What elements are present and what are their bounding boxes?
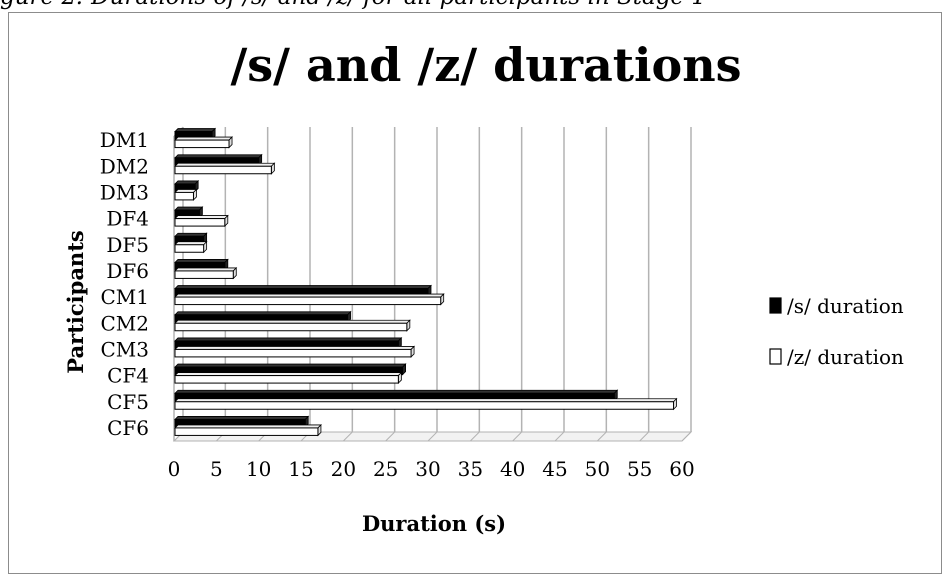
figure-caption: gure 2: Durations of /s/ and /z/ for all… bbox=[0, 0, 952, 14]
chart-area: /s/ and /z/ durations Duration (s) Parti… bbox=[8, 12, 942, 574]
x-tick-label: 20 bbox=[331, 457, 356, 481]
y-tick-label: DF5 bbox=[106, 233, 149, 257]
x-tick-label: 45 bbox=[542, 457, 567, 481]
gridline-depth bbox=[427, 431, 438, 442]
x-tick-label: 0 bbox=[168, 457, 181, 481]
legend: /s/ duration/z/ duration bbox=[769, 294, 904, 369]
gridline-depth bbox=[681, 431, 692, 442]
legend-swatch-z bbox=[769, 348, 782, 365]
gridline-depth bbox=[554, 431, 565, 442]
legend-label-z: /z/ duration bbox=[787, 345, 904, 369]
bar-z-duration bbox=[174, 371, 403, 385]
bar-front-face bbox=[174, 270, 234, 279]
bar-front-face bbox=[174, 401, 675, 410]
bar-front-face bbox=[174, 427, 319, 436]
bar-s-duration bbox=[174, 389, 619, 402]
y-tick-label: DM3 bbox=[100, 180, 149, 204]
y-tick-label: CM1 bbox=[100, 285, 149, 309]
x-tick-label: 10 bbox=[246, 457, 271, 481]
bar-front-face bbox=[174, 348, 412, 358]
legend-swatch-s bbox=[769, 297, 782, 314]
x-tick-label: 5 bbox=[210, 457, 223, 481]
bar-z-duration bbox=[174, 162, 276, 175]
chart-title: /s/ and /z/ durations bbox=[230, 38, 741, 92]
bar-s-duration bbox=[174, 336, 403, 350]
gridline-depth bbox=[342, 431, 353, 442]
bar-s-duration bbox=[174, 415, 310, 428]
gridline-depth bbox=[385, 431, 396, 442]
y-tick-label: CF6 bbox=[107, 416, 149, 440]
gridline-depth bbox=[596, 431, 607, 442]
bar-s-duration bbox=[174, 310, 352, 324]
x-tick-label: 60 bbox=[669, 457, 694, 481]
y-tick-label: CF5 bbox=[107, 390, 149, 414]
bar-z-duration bbox=[174, 266, 238, 280]
y-axis-title: Participants bbox=[63, 230, 88, 373]
x-tick-label: 50 bbox=[585, 457, 610, 481]
x-tick-label: 30 bbox=[415, 457, 440, 481]
bar-z-duration bbox=[174, 345, 416, 358]
x-tick-label: 55 bbox=[627, 457, 652, 481]
x-tick-label: 15 bbox=[288, 457, 313, 481]
gridline-depth bbox=[639, 431, 650, 442]
bar-front-face bbox=[174, 191, 194, 201]
bar-chart: /s/ and /z/ durations Duration (s) Parti… bbox=[63, 38, 904, 536]
bar-s-duration bbox=[174, 153, 263, 167]
x-tick-labels: 0 5 10 15 20 25 30 35 40 45 50 55 60 bbox=[168, 457, 695, 481]
bar-front-face bbox=[174, 165, 272, 175]
bar-z-duration bbox=[174, 188, 198, 201]
bar-front-face bbox=[174, 139, 230, 149]
x-tick-label: 40 bbox=[500, 457, 525, 481]
bar-z-duration bbox=[174, 214, 229, 228]
bar-z-duration bbox=[174, 423, 322, 437]
bar-z-duration bbox=[174, 319, 411, 332]
bar-s-duration bbox=[174, 258, 229, 271]
legend-label-s: /s/ duration bbox=[787, 294, 904, 318]
bar-z-duration bbox=[174, 397, 678, 411]
x-axis-title: Duration (s) bbox=[362, 511, 506, 536]
y-tick-label: DM1 bbox=[100, 128, 149, 152]
bar-front-face bbox=[174, 375, 399, 384]
y-tick-label: DM2 bbox=[100, 154, 149, 178]
x-tick-label: 25 bbox=[373, 457, 398, 481]
bar-s-duration bbox=[174, 206, 204, 219]
bar-front-face bbox=[174, 244, 205, 253]
y-tick-label: CM2 bbox=[100, 311, 149, 335]
bar-front-face bbox=[174, 296, 442, 306]
bar-s-duration bbox=[174, 232, 208, 245]
gridline-depth bbox=[469, 431, 480, 442]
y-tick-label: CM3 bbox=[100, 337, 149, 361]
gridline-depth bbox=[512, 431, 523, 442]
bar-front-face bbox=[174, 218, 226, 227]
bar-z-duration bbox=[174, 293, 445, 306]
y-tick-label: DF6 bbox=[106, 259, 149, 283]
bars bbox=[174, 127, 678, 437]
y-tick-label: CF4 bbox=[107, 364, 149, 388]
bar-z-duration bbox=[174, 136, 233, 149]
bar-s-duration bbox=[174, 179, 200, 193]
y-tick-label: DF4 bbox=[106, 207, 149, 231]
bar-front-face bbox=[174, 322, 408, 332]
bar-z-duration bbox=[174, 240, 208, 254]
x-tick-label: 35 bbox=[458, 457, 483, 481]
